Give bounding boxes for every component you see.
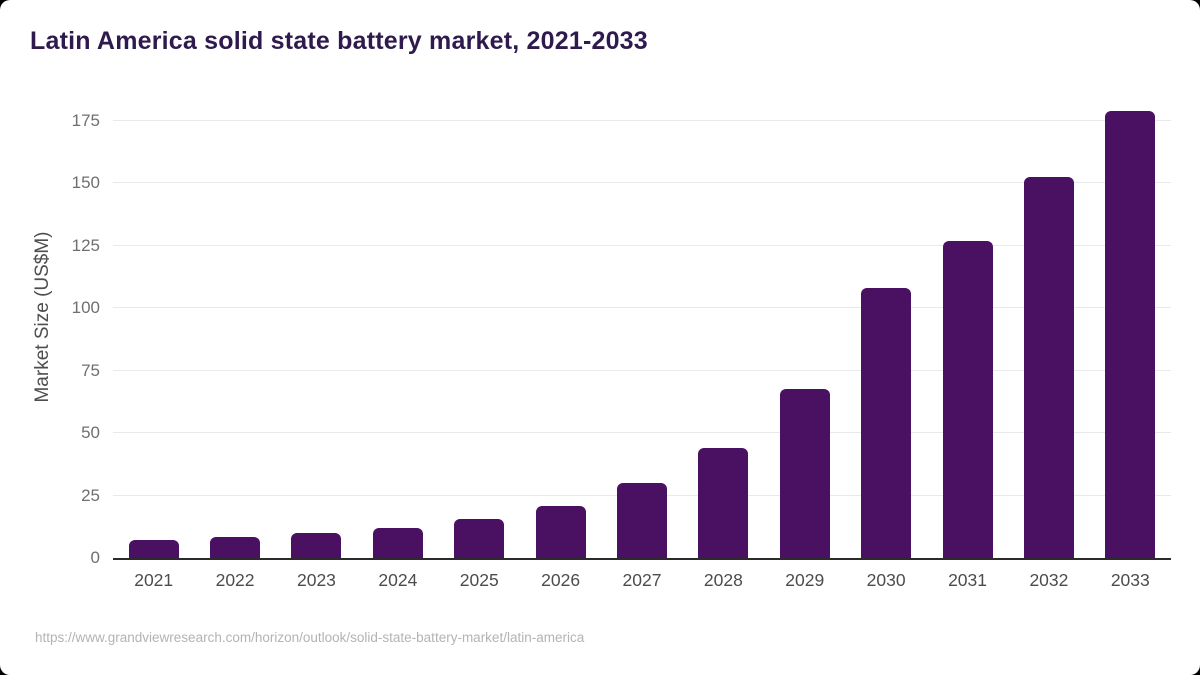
- bar-2024: [372, 527, 423, 558]
- bar-2032: [1023, 176, 1074, 558]
- bar-2028: [698, 448, 749, 558]
- bar-2031: [942, 240, 993, 558]
- x-tick-label-2028: 2028: [703, 570, 743, 590]
- x-tick-label-2026: 2026: [541, 570, 581, 590]
- y-tick-label-100: 100: [71, 298, 100, 317]
- y-tick-label-150: 150: [71, 173, 100, 192]
- source-url: https://www.grandviewresearch.com/horizo…: [35, 630, 585, 645]
- x-tick-label-2033: 2033: [1110, 570, 1150, 590]
- x-tick-label-2027: 2027: [622, 570, 662, 590]
- bar-2021: [128, 539, 179, 558]
- y-tick-label-175: 175: [71, 110, 100, 130]
- y-tick-label-50: 50: [81, 423, 100, 442]
- bar-2029: [779, 389, 830, 558]
- bar-2022: [210, 537, 261, 558]
- chart-title: Latin America solid state battery market…: [30, 27, 648, 55]
- x-tick-label-2023: 2023: [296, 570, 336, 590]
- y-tick-label-125: 125: [71, 235, 100, 255]
- y-tick-label-0: 0: [90, 548, 100, 567]
- x-tick-label-2032: 2032: [1029, 570, 1069, 590]
- gridline-y-50: [113, 432, 1171, 433]
- gridline-y-100: [113, 307, 1171, 308]
- x-tick-label-2021: 2021: [134, 570, 174, 590]
- bar-2026: [535, 505, 586, 558]
- x-tick-label-2031: 2031: [948, 570, 987, 590]
- bar-2027: [617, 483, 667, 558]
- gridline-y-125: [113, 244, 1171, 246]
- gridline-y-75: [113, 369, 1171, 371]
- y-tick-label-25: 25: [81, 485, 100, 505]
- x-tick-label-2022: 2022: [215, 570, 255, 590]
- plot-area: [113, 100, 1171, 560]
- x-tick-label-2029: 2029: [785, 570, 825, 590]
- x-tick-label-2024: 2024: [378, 570, 418, 590]
- bar-2025: [454, 518, 505, 558]
- bar-2023: [291, 533, 342, 558]
- gridline-y-175: [113, 119, 1171, 121]
- y-tick-label-75: 75: [81, 360, 100, 380]
- gridline-y-150: [113, 182, 1171, 183]
- bar-2033: [1105, 111, 1156, 558]
- x-tick-label-2030: 2030: [866, 570, 906, 590]
- x-tick-label-2025: 2025: [459, 570, 499, 590]
- bar-2030: [861, 288, 912, 558]
